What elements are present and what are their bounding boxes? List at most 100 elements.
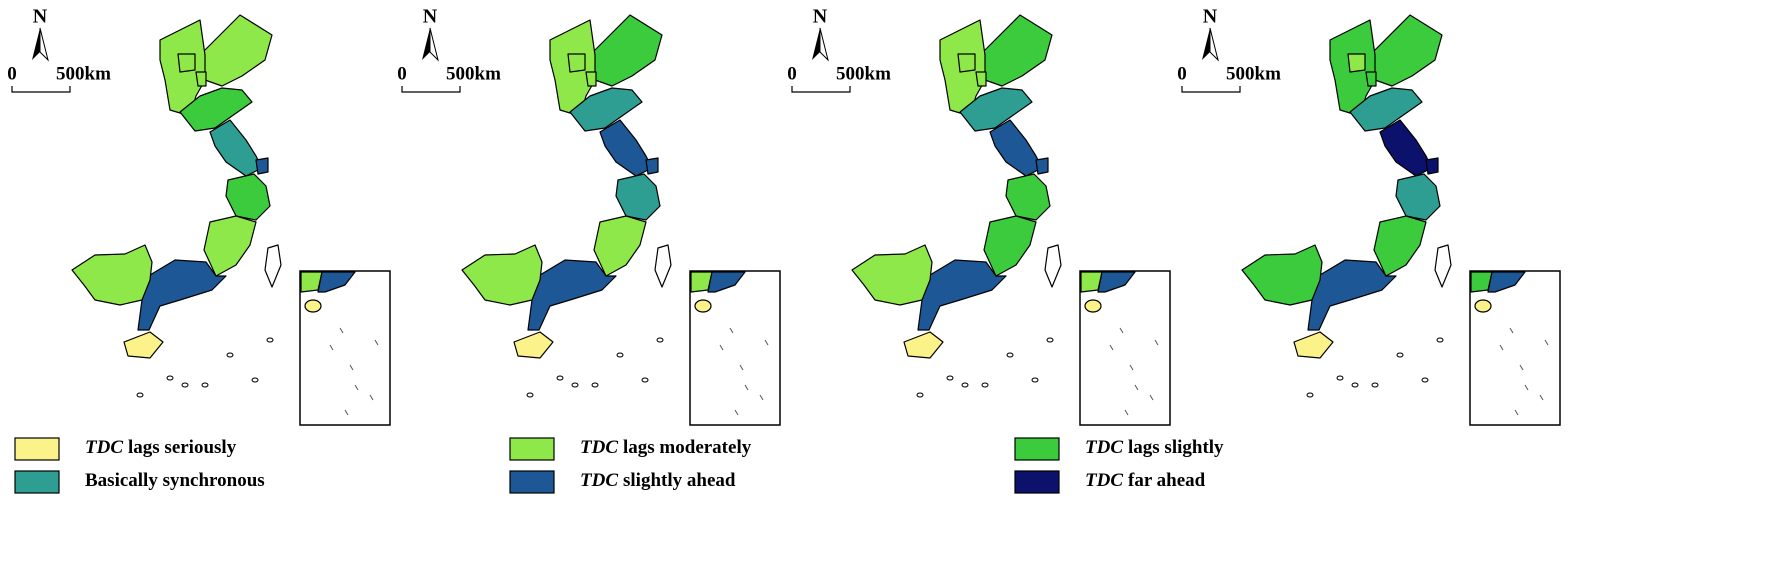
legend-label: TDC lags moderately xyxy=(580,437,752,458)
inset-frame xyxy=(1079,270,1171,426)
inset-frame xyxy=(299,270,391,426)
legend-swatch xyxy=(1014,437,1060,461)
region xyxy=(195,71,207,87)
map-panel: N 0 500km xyxy=(397,6,781,426)
inset-island xyxy=(759,394,764,401)
region xyxy=(585,71,597,87)
scale-start: 0 xyxy=(7,63,17,84)
region xyxy=(1395,173,1441,221)
region xyxy=(177,53,196,73)
island xyxy=(961,382,969,388)
island xyxy=(136,392,144,398)
region xyxy=(199,14,273,87)
inset-island xyxy=(719,344,724,351)
inset-island xyxy=(1514,409,1519,416)
scale-bar xyxy=(791,86,851,93)
inset-island xyxy=(1109,344,1114,351)
inset-island xyxy=(739,364,744,371)
legend-text: far ahead xyxy=(1128,470,1206,491)
region xyxy=(461,244,543,306)
map-panel: N 0 500km xyxy=(787,6,1171,426)
legend-text: lags slightly xyxy=(1128,437,1224,458)
taiwan xyxy=(1434,244,1452,288)
region xyxy=(1379,119,1433,177)
north-label: N xyxy=(813,6,828,28)
island xyxy=(226,352,234,358)
region xyxy=(1241,244,1323,306)
region xyxy=(255,157,269,175)
region xyxy=(123,331,164,359)
legend-text: Basically synchronous xyxy=(85,470,265,491)
island xyxy=(1436,337,1444,343)
region xyxy=(203,215,257,277)
taiwan xyxy=(264,244,282,288)
region xyxy=(917,259,1007,331)
legend-swatch xyxy=(14,437,60,461)
inset-region xyxy=(694,299,712,313)
inset-island xyxy=(1134,384,1139,391)
region xyxy=(593,215,647,277)
island xyxy=(1421,377,1429,383)
island xyxy=(201,382,209,388)
island xyxy=(571,382,579,388)
inset-island xyxy=(1509,327,1514,334)
region xyxy=(1307,259,1397,331)
inset-island xyxy=(1129,364,1134,371)
inset-island xyxy=(369,394,374,401)
island xyxy=(616,352,624,358)
north-arrow xyxy=(1202,28,1210,60)
region xyxy=(1425,157,1439,175)
region xyxy=(137,259,227,331)
scale-start: 0 xyxy=(787,63,797,84)
legend-swatch xyxy=(14,470,60,494)
inset-island xyxy=(339,327,344,334)
scale-end: 500km xyxy=(446,63,501,84)
inset-island xyxy=(1519,364,1524,371)
inset-island xyxy=(1154,339,1159,346)
island xyxy=(946,375,954,381)
scale-end: 500km xyxy=(836,63,891,84)
region xyxy=(71,244,153,306)
region xyxy=(1349,87,1423,132)
scale-end: 500km xyxy=(1226,63,1281,84)
legend-label: Basically synchronous xyxy=(85,470,265,491)
scale-end: 500km xyxy=(56,63,111,84)
inset-region xyxy=(317,271,356,293)
inset-island xyxy=(374,339,379,346)
inset-island xyxy=(1124,409,1129,416)
island xyxy=(1396,352,1404,358)
legend-emphasis: TDC xyxy=(580,470,618,491)
map-panel: N 0 500km xyxy=(7,6,391,426)
legend-swatch xyxy=(509,437,555,461)
inset-region xyxy=(1487,271,1526,293)
north-label: N xyxy=(423,6,438,28)
north-arrow xyxy=(32,28,40,60)
north-arrow xyxy=(812,28,820,60)
taiwan xyxy=(1044,244,1062,288)
island xyxy=(166,375,174,381)
region xyxy=(959,87,1033,132)
region xyxy=(989,119,1043,177)
island xyxy=(916,392,924,398)
scale-bar xyxy=(1181,86,1241,93)
region xyxy=(1369,14,1443,87)
region xyxy=(1293,331,1334,359)
inset-island xyxy=(1499,344,1504,351)
inset-island xyxy=(329,344,334,351)
scale-start: 0 xyxy=(1177,63,1187,84)
inset-island xyxy=(344,409,349,416)
legend-emphasis: TDC xyxy=(1085,470,1123,491)
island xyxy=(1336,375,1344,381)
scale-bar xyxy=(401,86,461,93)
legend-emphasis: TDC xyxy=(580,437,618,458)
region xyxy=(1035,157,1049,175)
island xyxy=(1371,382,1379,388)
legend-emphasis: TDC xyxy=(85,437,123,458)
island xyxy=(266,337,274,343)
region xyxy=(1373,215,1427,277)
region xyxy=(615,173,661,221)
inset-region xyxy=(304,299,322,313)
region xyxy=(645,157,659,175)
region xyxy=(179,87,253,132)
